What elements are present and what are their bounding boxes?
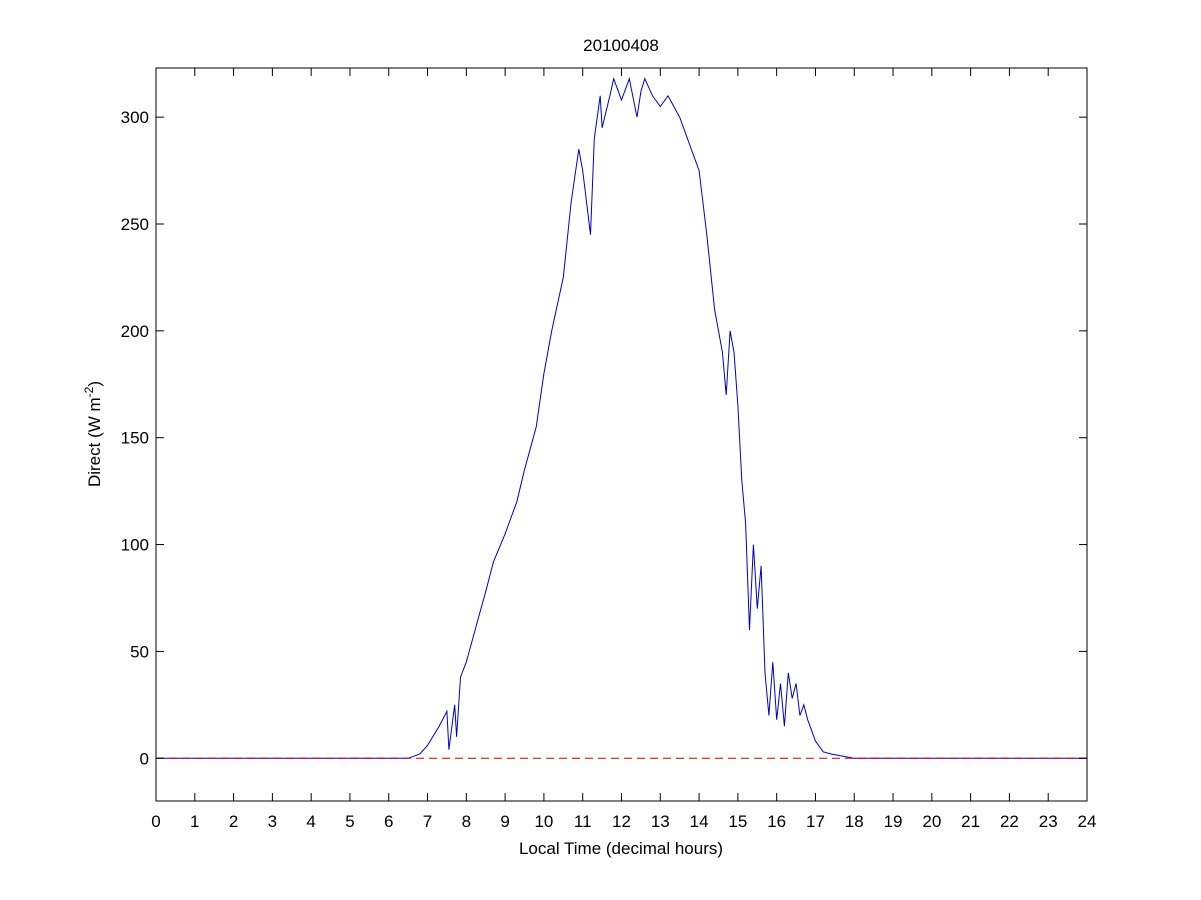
plot-series: [156, 76, 1087, 759]
x-tick-label: 21: [961, 812, 980, 831]
x-tick-label: 4: [306, 812, 315, 831]
x-tick-label: 12: [612, 812, 631, 831]
y-tick-label: 250: [121, 215, 149, 234]
x-axis-ticks: 0 1 2 3 4 5 6 7 8 9 10 11 12 13 14 15 16 17 18 19 20 21 22 23 24: [151, 68, 1096, 831]
x-tick-label: 15: [728, 812, 747, 831]
x-tick-label: 16: [767, 812, 786, 831]
x-axis-label: Local Time (decimal hours): [519, 839, 723, 858]
x-tick-label: 8: [462, 812, 471, 831]
x-tick-label: 0: [151, 812, 160, 831]
y-tick-label: 150: [121, 429, 149, 448]
y-tick-label: 100: [121, 536, 149, 555]
x-tick-label: 17: [806, 812, 825, 831]
x-tick-label: 19: [884, 812, 903, 831]
x-tick-label: 11: [574, 812, 592, 831]
x-tick-label: 2: [229, 812, 238, 831]
x-tick-label: 22: [1000, 812, 1019, 831]
y-tick-label: 50: [130, 642, 149, 661]
x-tick-label: 9: [500, 812, 509, 831]
y-axis-label-superscript: -2: [82, 386, 96, 397]
x-tick-label: 18: [845, 812, 864, 831]
direct-radiation-line: [156, 76, 1087, 759]
x-tick-label: 5: [345, 812, 354, 831]
y-tick-label: 300: [121, 108, 149, 127]
x-tick-label: 10: [534, 812, 553, 831]
x-tick-label: 13: [651, 812, 670, 831]
x-tick-label: 1: [190, 812, 199, 831]
y-axis-ticks: 0 50 100 150 200 250 300: [121, 108, 1087, 768]
y-axis-label-close: ): [85, 381, 104, 387]
x-tick-label: 24: [1078, 812, 1097, 831]
x-tick-label: 23: [1039, 812, 1058, 831]
x-tick-label: 14: [690, 812, 709, 831]
y-tick-label: 200: [121, 322, 149, 341]
x-tick-label: 20: [922, 812, 941, 831]
x-tick-label: 6: [384, 812, 393, 831]
y-tick-label: 0: [140, 749, 149, 768]
x-tick-label: 3: [268, 812, 277, 831]
plot-frame: [155, 67, 1088, 802]
y-axis-label-main: Direct (W m: [85, 397, 104, 487]
chart-title: 20100408: [583, 36, 659, 55]
x-tick-label: 7: [423, 812, 432, 831]
y-axis-label: Direct (W m-2): [82, 381, 104, 487]
